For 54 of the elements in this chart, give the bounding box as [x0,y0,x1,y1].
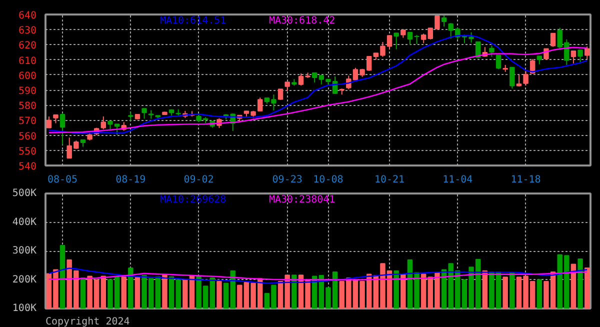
x-tick-label: 10-08 [313,174,344,186]
y-tick-label: 400K [12,216,37,228]
y-tick-label: 500K [12,188,37,199]
y-tick-label: 590 [18,86,36,97]
line-series [48,268,588,284]
x-tick-label: 10-21 [374,174,405,186]
y-tick-label: 550 [18,146,36,158]
x-tick-label: 08-19 [116,174,146,186]
candlestick [257,97,263,112]
y-tick-label: 620 [18,40,36,52]
y-tick-label: 580 [18,101,36,112]
y-tick-label: 100K [12,303,37,314]
candlestick [142,108,147,120]
candlestick [46,116,52,128]
candlestick [489,45,494,58]
text: MA10:614.51 [160,16,226,26]
candlestick [570,50,576,64]
candlestick [100,116,106,130]
candlestick [414,34,420,45]
candlestick [584,46,590,60]
candlestick [394,32,399,50]
y-tick-label: 640 [18,10,36,22]
y-tick-label: 560 [18,131,36,142]
y-tick-label: 610 [18,56,36,67]
candlestick [278,88,284,100]
candlestick [420,33,426,44]
candlestick [578,50,583,64]
candlestick [516,74,522,87]
y-tick-label: 300K [12,246,37,256]
x-tick-label: 11-18 [510,174,541,186]
y-tick-label: 600 [18,70,36,82]
text: MA30:238041 [268,194,336,206]
x-tick-label: 08-05 [47,174,78,186]
x-tick-label: 09-23 [272,174,302,186]
candlestick [510,66,515,89]
candlestick [496,54,502,70]
candlestick [523,70,528,86]
candlestick [128,111,134,122]
candlestick [550,32,556,48]
candlestick [60,112,66,146]
line-series [48,271,588,280]
y-tick-label: 630 [18,26,36,37]
text: MA30:618.42 [268,16,336,26]
candlestick [441,14,447,28]
x-tick-label: 11-04 [442,174,473,186]
x-tick-label: 09-02 [184,174,214,186]
candlestick [468,32,474,44]
y-tick-label: 200K [12,274,37,286]
candlestick [114,124,120,136]
text: Copyright 2024 [46,316,130,327]
text: MA10:269628 [160,194,226,206]
y-tick-label: 570 [18,116,36,128]
y-tick-label: 540 [18,162,36,172]
candlestick [407,32,413,46]
